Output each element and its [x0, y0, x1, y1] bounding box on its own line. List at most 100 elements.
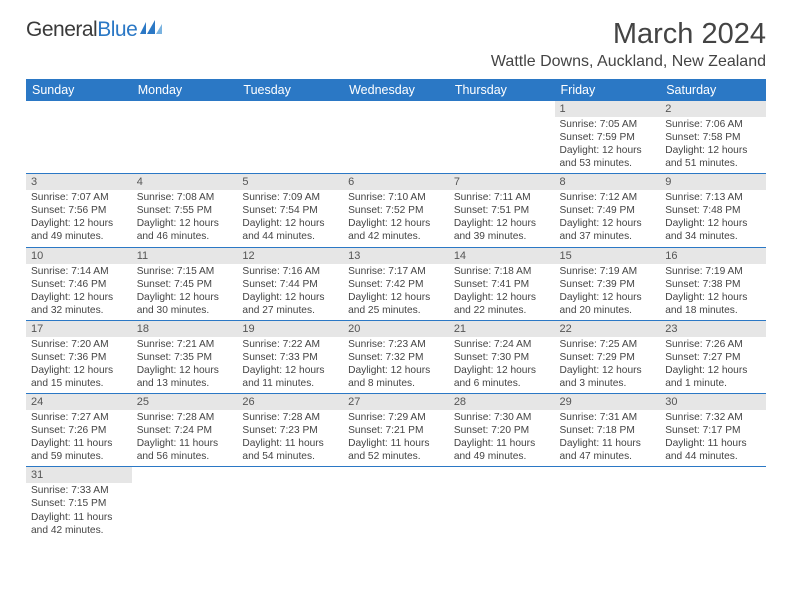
daylight-text: Daylight: 11 hours and 56 minutes.: [137, 437, 233, 463]
sunset-text: Sunset: 7:36 PM: [31, 351, 127, 364]
sunrise-text: Sunrise: 7:07 AM: [31, 191, 127, 204]
sunrise-text: Sunrise: 7:29 AM: [348, 411, 444, 424]
daylight-text: Daylight: 12 hours and 25 minutes.: [348, 291, 444, 317]
sunrise-text: Sunrise: 7:30 AM: [454, 411, 550, 424]
daylight-text: Daylight: 11 hours and 49 minutes.: [454, 437, 550, 463]
sunset-text: Sunset: 7:38 PM: [665, 278, 761, 291]
weekday-header: Sunday: [26, 79, 132, 101]
day-number: 14: [449, 248, 555, 264]
daylight-text: Daylight: 12 hours and 46 minutes.: [137, 217, 233, 243]
sunset-text: Sunset: 7:27 PM: [665, 351, 761, 364]
day-number: 5: [237, 174, 343, 190]
sunrise-text: Sunrise: 7:28 AM: [137, 411, 233, 424]
daylight-text: Daylight: 12 hours and 44 minutes.: [242, 217, 338, 243]
calendar-cell: 14Sunrise: 7:18 AMSunset: 7:41 PMDayligh…: [449, 247, 555, 320]
day-body: Sunrise: 7:15 AMSunset: 7:45 PMDaylight:…: [132, 264, 238, 320]
sunset-text: Sunset: 7:56 PM: [31, 204, 127, 217]
daylight-text: Daylight: 11 hours and 54 minutes.: [242, 437, 338, 463]
sunrise-text: Sunrise: 7:13 AM: [665, 191, 761, 204]
calendar-cell: 12Sunrise: 7:16 AMSunset: 7:44 PMDayligh…: [237, 247, 343, 320]
sunset-text: Sunset: 7:45 PM: [137, 278, 233, 291]
calendar-row: 17Sunrise: 7:20 AMSunset: 7:36 PMDayligh…: [26, 320, 766, 393]
sunrise-text: Sunrise: 7:11 AM: [454, 191, 550, 204]
calendar-row: 3Sunrise: 7:07 AMSunset: 7:56 PMDaylight…: [26, 174, 766, 247]
daylight-text: Daylight: 12 hours and 49 minutes.: [31, 217, 127, 243]
sunrise-text: Sunrise: 7:15 AM: [137, 265, 233, 278]
daylight-text: Daylight: 12 hours and 6 minutes.: [454, 364, 550, 390]
calendar-cell: [132, 467, 238, 540]
calendar-cell: [555, 467, 661, 540]
sunset-text: Sunset: 7:46 PM: [31, 278, 127, 291]
daylight-text: Daylight: 12 hours and 18 minutes.: [665, 291, 761, 317]
daylight-text: Daylight: 12 hours and 22 minutes.: [454, 291, 550, 317]
calendar-cell: 24Sunrise: 7:27 AMSunset: 7:26 PMDayligh…: [26, 394, 132, 467]
sunrise-text: Sunrise: 7:14 AM: [31, 265, 127, 278]
day-number: 4: [132, 174, 238, 190]
sunrise-text: Sunrise: 7:23 AM: [348, 338, 444, 351]
day-body: Sunrise: 7:07 AMSunset: 7:56 PMDaylight:…: [26, 190, 132, 246]
day-body: Sunrise: 7:25 AMSunset: 7:29 PMDaylight:…: [555, 337, 661, 393]
day-number: 27: [343, 394, 449, 410]
day-body: Sunrise: 7:27 AMSunset: 7:26 PMDaylight:…: [26, 410, 132, 466]
calendar-cell: [237, 467, 343, 540]
day-number: 28: [449, 394, 555, 410]
day-number: 10: [26, 248, 132, 264]
page-title: March 2024: [613, 18, 766, 51]
calendar-row: 10Sunrise: 7:14 AMSunset: 7:46 PMDayligh…: [26, 247, 766, 320]
day-number: 30: [660, 394, 766, 410]
sunset-text: Sunset: 7:59 PM: [560, 131, 656, 144]
sunrise-text: Sunrise: 7:24 AM: [454, 338, 550, 351]
day-number: 25: [132, 394, 238, 410]
calendar-cell: 7Sunrise: 7:11 AMSunset: 7:51 PMDaylight…: [449, 174, 555, 247]
calendar-cell: [343, 101, 449, 174]
sunrise-text: Sunrise: 7:28 AM: [242, 411, 338, 424]
calendar-cell: 19Sunrise: 7:22 AMSunset: 7:33 PMDayligh…: [237, 320, 343, 393]
daylight-text: Daylight: 12 hours and 1 minute.: [665, 364, 761, 390]
daylight-text: Daylight: 12 hours and 13 minutes.: [137, 364, 233, 390]
sunset-text: Sunset: 7:33 PM: [242, 351, 338, 364]
day-number: 3: [26, 174, 132, 190]
day-number: 20: [343, 321, 449, 337]
location-subtitle: Wattle Downs, Auckland, New Zealand: [26, 53, 766, 71]
sunrise-text: Sunrise: 7:18 AM: [454, 265, 550, 278]
daylight-text: Daylight: 11 hours and 59 minutes.: [31, 437, 127, 463]
calendar-cell: 29Sunrise: 7:31 AMSunset: 7:18 PMDayligh…: [555, 394, 661, 467]
calendar-row: 24Sunrise: 7:27 AMSunset: 7:26 PMDayligh…: [26, 394, 766, 467]
sunset-text: Sunset: 7:30 PM: [454, 351, 550, 364]
day-body: Sunrise: 7:08 AMSunset: 7:55 PMDaylight:…: [132, 190, 238, 246]
sunset-text: Sunset: 7:15 PM: [31, 497, 127, 510]
day-number: 19: [237, 321, 343, 337]
day-number: 8: [555, 174, 661, 190]
calendar-cell: 15Sunrise: 7:19 AMSunset: 7:39 PMDayligh…: [555, 247, 661, 320]
daylight-text: Daylight: 12 hours and 51 minutes.: [665, 144, 761, 170]
day-body: Sunrise: 7:28 AMSunset: 7:23 PMDaylight:…: [237, 410, 343, 466]
daylight-text: Daylight: 11 hours and 47 minutes.: [560, 437, 656, 463]
sunset-text: Sunset: 7:52 PM: [348, 204, 444, 217]
sunset-text: Sunset: 7:23 PM: [242, 424, 338, 437]
day-body: Sunrise: 7:31 AMSunset: 7:18 PMDaylight:…: [555, 410, 661, 466]
calendar-cell: [449, 101, 555, 174]
sunset-text: Sunset: 7:58 PM: [665, 131, 761, 144]
day-body: Sunrise: 7:24 AMSunset: 7:30 PMDaylight:…: [449, 337, 555, 393]
day-number: 2: [660, 101, 766, 117]
weekday-header: Thursday: [449, 79, 555, 101]
calendar-cell: 5Sunrise: 7:09 AMSunset: 7:54 PMDaylight…: [237, 174, 343, 247]
calendar-cell: 31Sunrise: 7:33 AMSunset: 7:15 PMDayligh…: [26, 467, 132, 540]
day-body: Sunrise: 7:14 AMSunset: 7:46 PMDaylight:…: [26, 264, 132, 320]
calendar-cell: [343, 467, 449, 540]
calendar-cell: [660, 467, 766, 540]
sunrise-text: Sunrise: 7:08 AM: [137, 191, 233, 204]
calendar-cell: 6Sunrise: 7:10 AMSunset: 7:52 PMDaylight…: [343, 174, 449, 247]
logo: GeneralBlue: [26, 18, 162, 42]
sunrise-text: Sunrise: 7:32 AM: [665, 411, 761, 424]
sunrise-text: Sunrise: 7:12 AM: [560, 191, 656, 204]
day-body: Sunrise: 7:06 AMSunset: 7:58 PMDaylight:…: [660, 117, 766, 173]
daylight-text: Daylight: 12 hours and 8 minutes.: [348, 364, 444, 390]
sunrise-text: Sunrise: 7:33 AM: [31, 484, 127, 497]
day-body: Sunrise: 7:19 AMSunset: 7:39 PMDaylight:…: [555, 264, 661, 320]
sunrise-text: Sunrise: 7:21 AM: [137, 338, 233, 351]
sunrise-text: Sunrise: 7:22 AM: [242, 338, 338, 351]
sunset-text: Sunset: 7:32 PM: [348, 351, 444, 364]
daylight-text: Daylight: 12 hours and 37 minutes.: [560, 217, 656, 243]
day-body: Sunrise: 7:09 AMSunset: 7:54 PMDaylight:…: [237, 190, 343, 246]
